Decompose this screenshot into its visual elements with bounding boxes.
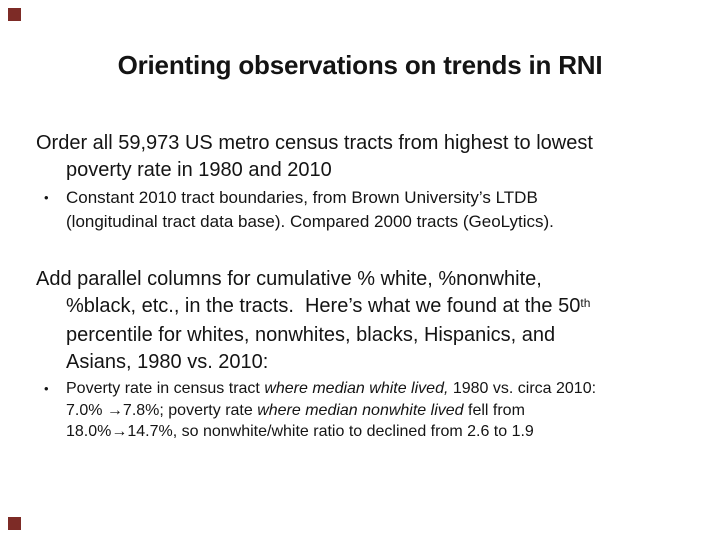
text-segment: 7.0% →7.8%; poverty rate — [66, 401, 258, 419]
slide-title: Orienting observations on trends in RNI — [117, 50, 603, 80]
italic-phrase: where median nonwhite lived — [257, 401, 464, 419]
italic-phrase: where median white lived, — [264, 380, 449, 397]
superscript-th: th — [580, 295, 591, 310]
bullet-dot-icon: • — [44, 190, 49, 205]
corner-square-top-left — [8, 8, 21, 21]
bullet-dot-icon: • — [44, 381, 49, 396]
text-segment: 1980 vs. circa 2010: — [448, 380, 597, 397]
bullet-constant-boundaries: • Constant 2010 tract boundaries, from B… — [44, 186, 554, 234]
paragraph-add-columns: Add parallel columns for cumulative % wh… — [36, 266, 590, 376]
text-line: Poverty rate in census tract where media… — [66, 378, 596, 400]
corner-square-bottom-left — [8, 517, 21, 530]
bullet-text: Poverty rate in census tract where media… — [66, 378, 596, 443]
text-line: Constant 2010 tract boundaries, from Bro… — [66, 188, 538, 207]
text-line: 18.0%→14.7%, so nonwhite/white ratio to … — [66, 423, 534, 440]
text-line: 7.0% →7.8%; poverty rate where median no… — [66, 400, 596, 422]
text-line: Add parallel columns for cumulative % wh… — [36, 268, 542, 290]
text-segment: Poverty rate in census tract — [66, 380, 265, 397]
text-segment: fell from — [463, 401, 525, 419]
text-line: Order all 59,973 US metro census tracts … — [36, 132, 593, 154]
paragraph-order-tracts: Order all 59,973 US metro census tracts … — [36, 130, 593, 184]
text-segment: %black, etc., in the tracts. Here’s what… — [66, 295, 581, 317]
text-line: poverty rate in 1980 and 2010 — [66, 159, 332, 181]
text-line: (longitudinal tract data base). Compared… — [66, 212, 554, 231]
bullet-text: Constant 2010 tract boundaries, from Bro… — [66, 186, 554, 234]
text-line: %black, etc., in the tracts. Here’s what… — [36, 293, 590, 322]
text-line: Asians, 1980 vs. 2010: — [66, 351, 269, 373]
text-line: percentile for whites, nonwhites, blacks… — [66, 324, 556, 346]
bullet-poverty-rate: • Poverty rate in census tract where med… — [44, 378, 596, 443]
